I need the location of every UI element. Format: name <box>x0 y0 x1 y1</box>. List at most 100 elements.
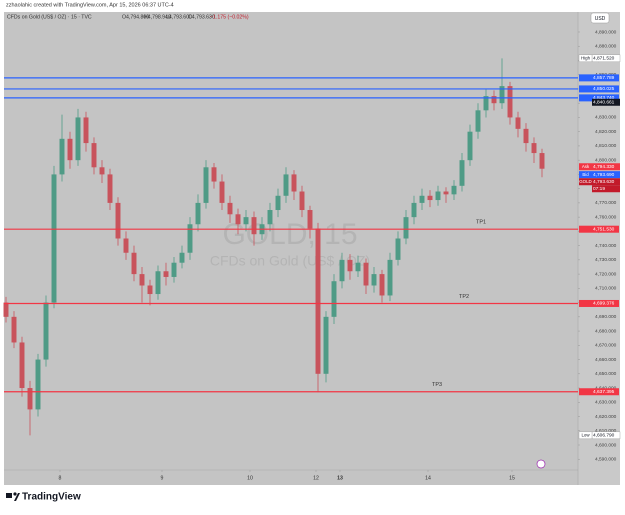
level-tag <box>579 299 619 307</box>
level-tag <box>579 94 619 102</box>
candle-body <box>139 274 145 286</box>
candle-body <box>27 388 33 410</box>
price-tag <box>592 178 620 186</box>
symbol: CFDs on Gold (US$ / OZ) · 15 · TVC <box>7 14 92 20</box>
footer-logo <box>6 492 20 501</box>
plot-background <box>4 12 578 485</box>
y-tick-label: 4,620.000 <box>595 414 617 420</box>
y-tick-label: 4,880.000 <box>595 44 617 50</box>
candle-body <box>395 238 401 260</box>
candle-body <box>515 117 521 129</box>
candle-body <box>291 174 297 192</box>
y-tick-label: 4,730.000 <box>595 257 617 263</box>
price-tag-name: Ask <box>582 164 590 169</box>
y-tick-label: 4,830.000 <box>595 115 617 121</box>
candle-body <box>115 202 121 239</box>
candle-body <box>187 224 193 253</box>
candle-body <box>507 86 513 118</box>
x-tick-label: 15 <box>509 475 515 481</box>
candle-body <box>539 153 545 169</box>
currency-box[interactable] <box>590 12 610 24</box>
candle-body <box>147 285 153 295</box>
level-tag-label: 4,850.025 <box>593 86 615 92</box>
candle-body <box>323 316 329 374</box>
y-tick-label: 4,760.000 <box>595 214 617 220</box>
price-tag-name-box <box>579 163 592 171</box>
y-tick-label: 4,660.000 <box>595 357 617 363</box>
candle-body <box>443 191 449 195</box>
candle-body <box>75 117 81 161</box>
y-tick-label: 4,740.000 <box>595 243 617 249</box>
x-tick-label: 13 <box>337 475 343 481</box>
candle-body <box>235 214 241 225</box>
candle-body <box>491 96 497 104</box>
candle-body <box>99 167 105 175</box>
candle-body <box>523 128 529 144</box>
candle-body <box>3 302 9 317</box>
price-tag-label: 4,871.520 <box>593 56 615 62</box>
x-tick-label: 8 <box>59 475 62 481</box>
level-tag-label: 4,751.530 <box>593 226 615 232</box>
candle-body <box>19 342 25 389</box>
legend-value: −1.175 (−0.02%) <box>210 14 249 20</box>
candle-body <box>475 110 481 132</box>
footer-brand: TradingView <box>22 492 81 503</box>
legend-value: O4,794.800 <box>122 14 149 20</box>
candle-body <box>171 262 177 277</box>
candle-body <box>131 252 137 275</box>
level-tag-label: 4,637.395 <box>593 389 615 395</box>
y-tick-label: 4,720.000 <box>595 271 617 277</box>
price-tag <box>592 171 620 179</box>
y-tick-label: 4,890.000 <box>595 29 617 35</box>
y-tick-label: 4,590.000 <box>595 457 617 463</box>
level-tag <box>579 85 619 93</box>
candle-body <box>467 131 473 161</box>
watermark: GOLD, 15 <box>222 218 357 251</box>
candle-body <box>347 259 353 272</box>
candle-body <box>35 359 41 410</box>
level-note: TP2 <box>459 294 469 300</box>
candle-body <box>267 210 273 225</box>
event-icon[interactable] <box>536 459 546 469</box>
price-tag <box>592 163 620 171</box>
price-tag-name-box <box>578 54 593 63</box>
price-tag-label: 4,606.790 <box>593 433 615 439</box>
level-tag-label: 4,699.376 <box>593 301 615 307</box>
y-tick-label: 4,690.000 <box>595 314 617 320</box>
x-tick-label: 14 <box>425 475 431 481</box>
price-tag-label: 4,794.330 <box>593 164 615 170</box>
candle-body <box>251 217 257 235</box>
candle-body <box>163 271 169 277</box>
y-tick-label: 4,610.000 <box>595 428 617 434</box>
currency[interactable]: USD <box>595 16 606 22</box>
y-tick-label: 4,800.000 <box>595 157 617 163</box>
y-tick-label: 4,770.000 <box>595 200 617 206</box>
candle-body <box>499 86 505 104</box>
level-tag <box>579 225 619 233</box>
watermark: CFDs on Gold (US$ / OZ) <box>210 253 370 269</box>
candle-body <box>243 217 249 225</box>
y-tick-label: 4,630.000 <box>595 400 617 406</box>
price-tag-name: High <box>581 55 591 60</box>
x-tick-label: 10 <box>247 475 253 481</box>
candle-body <box>11 316 17 343</box>
price-tag-name-box <box>578 431 593 440</box>
countdown-box <box>592 185 620 193</box>
candle-body <box>459 160 465 186</box>
candle-body <box>483 96 489 111</box>
y-tick-label: 4,650.000 <box>595 371 617 377</box>
candle-body <box>91 143 97 168</box>
candle-body <box>43 302 49 360</box>
y-tick-label: 4,820.000 <box>595 129 617 135</box>
x-tick-label: 12 <box>313 475 319 481</box>
level-tag <box>579 74 619 82</box>
price-tag-label: 4,840.661 <box>593 100 615 106</box>
candle-body <box>51 174 57 303</box>
candle-body <box>403 217 409 239</box>
candle-body <box>451 185 457 195</box>
candle-body <box>371 274 377 286</box>
y-tick-label: 4,670.000 <box>595 343 617 349</box>
candle-body <box>531 143 537 154</box>
legend-value: L4,793.600 <box>166 14 192 20</box>
